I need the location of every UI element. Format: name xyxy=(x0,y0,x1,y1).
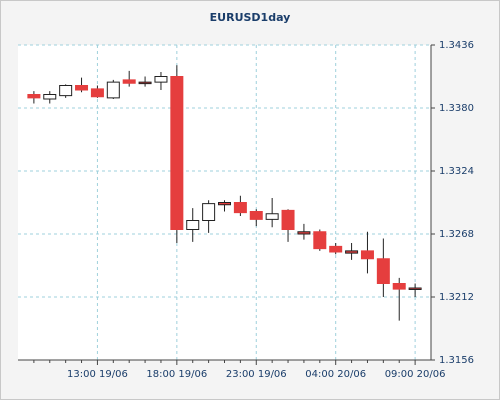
y-tick-label: 1.3380 xyxy=(439,103,474,114)
candle-body xyxy=(265,213,279,220)
candle-body xyxy=(218,202,231,206)
chart-title: EURUSD1day xyxy=(210,11,291,24)
candle-body xyxy=(313,231,327,250)
candle-body xyxy=(376,258,390,284)
candle-body xyxy=(106,81,120,99)
candle-body xyxy=(43,94,57,100)
candle-body xyxy=(122,79,136,84)
y-tick-label: 1.3436 xyxy=(439,40,474,51)
candle-body xyxy=(345,250,359,254)
candle-body xyxy=(392,283,406,290)
candle-body xyxy=(408,287,422,290)
y-tick-label: 1.3324 xyxy=(439,166,474,177)
candle-body xyxy=(170,76,184,230)
candle-body xyxy=(27,94,41,99)
x-tick-label: 09:00 20/06 xyxy=(385,369,446,380)
candle-body xyxy=(329,245,343,253)
candle-body xyxy=(75,85,89,91)
candle-body xyxy=(281,209,295,230)
candle-body xyxy=(233,202,247,214)
y-tick-label: 1.3156 xyxy=(439,355,474,366)
x-tick-label: 13:00 19/06 xyxy=(67,369,128,380)
candle-body xyxy=(138,81,152,85)
candle-body xyxy=(154,76,168,83)
candle-body xyxy=(90,88,104,98)
candle-body xyxy=(249,211,263,220)
y-tick-label: 1.3212 xyxy=(439,292,474,303)
candle-body xyxy=(360,250,374,260)
candle-body xyxy=(297,231,311,235)
x-tick-label: 18:00 19/06 xyxy=(146,369,207,380)
candle-body xyxy=(202,203,216,221)
candle-body xyxy=(186,220,200,230)
x-tick-label: 23:00 19/06 xyxy=(226,369,287,380)
y-tick-label: 1.3268 xyxy=(439,229,474,240)
x-tick-label: 04:00 20/06 xyxy=(305,369,366,380)
candle-body xyxy=(59,85,73,97)
